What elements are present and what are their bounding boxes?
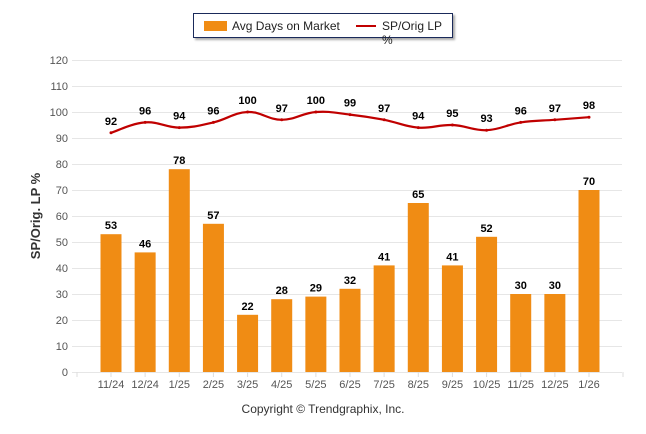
line-data-label: 94 bbox=[173, 111, 186, 123]
y-tick-label: 20 bbox=[56, 315, 68, 327]
bar bbox=[134, 252, 156, 372]
line-point bbox=[485, 128, 489, 132]
y-tick-label: 80 bbox=[56, 159, 68, 171]
line-point bbox=[109, 131, 113, 135]
x-tick-label: 10/25 bbox=[473, 379, 501, 391]
bar bbox=[407, 203, 429, 372]
line-point bbox=[450, 123, 454, 127]
legend-bar-swatch bbox=[204, 21, 227, 31]
copyright: Copyright © Trendgraphix, Inc. bbox=[241, 402, 405, 416]
line-point bbox=[382, 118, 386, 122]
legend-line-swatch bbox=[356, 25, 376, 27]
y-tick-label: 90 bbox=[56, 133, 68, 145]
line-data-label: 100 bbox=[307, 95, 325, 107]
bar bbox=[202, 223, 224, 372]
y-tick-label: 50 bbox=[56, 237, 68, 249]
line-data-label: 97 bbox=[378, 103, 390, 115]
bar bbox=[578, 190, 600, 372]
line-point bbox=[246, 110, 250, 114]
x-tick-label: 2/25 bbox=[203, 379, 224, 391]
bar-data-label: 41 bbox=[446, 251, 458, 263]
y-tick-label: 100 bbox=[50, 107, 68, 119]
x-tick-label: 12/24 bbox=[131, 379, 159, 391]
bar-data-label: 32 bbox=[344, 275, 356, 287]
bar bbox=[271, 299, 293, 372]
x-tick-label: 7/25 bbox=[373, 379, 394, 391]
bar-data-label: 22 bbox=[241, 301, 253, 313]
bar bbox=[476, 236, 498, 372]
y-axis-label: SP/Orig. LP % bbox=[28, 172, 43, 259]
x-tick-label: 5/25 bbox=[305, 379, 326, 391]
legend-bar-label: Avg Days on Market bbox=[232, 19, 340, 33]
bar-data-label: 30 bbox=[515, 280, 527, 292]
x-tick-label: 11/24 bbox=[98, 379, 125, 391]
line-data-label: 100 bbox=[238, 95, 256, 107]
bar bbox=[168, 169, 190, 372]
line-point bbox=[211, 120, 215, 124]
bar-data-label: 52 bbox=[480, 223, 492, 235]
line-point bbox=[280, 118, 284, 122]
line-data-label: 92 bbox=[105, 116, 117, 128]
line-point bbox=[348, 113, 352, 117]
bar bbox=[339, 288, 361, 372]
bar bbox=[441, 265, 463, 372]
x-tick-label: 11/25 bbox=[507, 379, 534, 391]
bar bbox=[510, 294, 532, 372]
bar-data-label: 46 bbox=[139, 238, 151, 250]
bar-data-label: 65 bbox=[412, 189, 424, 201]
legend: Avg Days on Market SP/Orig LP % bbox=[193, 13, 453, 47]
bar-data-label: 28 bbox=[276, 285, 288, 297]
line-point bbox=[553, 118, 557, 122]
bar-data-label: 30 bbox=[549, 280, 561, 292]
y-tick-label: 70 bbox=[56, 185, 68, 197]
line-point bbox=[416, 126, 420, 130]
y-tick-label: 120 bbox=[50, 55, 68, 67]
x-tick-label: 8/25 bbox=[408, 379, 429, 391]
x-tick-label: 12/25 bbox=[541, 379, 569, 391]
line-data-label: 96 bbox=[139, 105, 151, 117]
x-tick-label: 1/26 bbox=[578, 379, 599, 391]
bar bbox=[100, 234, 122, 372]
line-data-label: 98 bbox=[583, 100, 595, 112]
bar bbox=[237, 314, 259, 372]
x-tick-label: 1/25 bbox=[169, 379, 190, 391]
y-tick-label: 60 bbox=[56, 211, 68, 223]
bar bbox=[305, 296, 327, 372]
line-data-label: 96 bbox=[207, 105, 219, 117]
x-tick-label: 6/25 bbox=[339, 379, 360, 391]
legend-line-label: SP/Orig LP % bbox=[382, 19, 442, 47]
bar bbox=[373, 265, 395, 372]
y-tick-label: 10 bbox=[56, 341, 68, 353]
y-tick-label: 0 bbox=[62, 367, 68, 379]
line-point bbox=[587, 115, 591, 119]
line-point bbox=[314, 110, 318, 114]
line-point bbox=[143, 120, 147, 124]
bar-data-label: 78 bbox=[173, 155, 185, 167]
y-tick-label: 30 bbox=[56, 289, 68, 301]
line-point bbox=[519, 120, 523, 124]
bar-data-label: 70 bbox=[583, 176, 595, 188]
y-tick-label: 110 bbox=[50, 81, 68, 93]
line-data-label: 96 bbox=[515, 105, 527, 117]
bar-data-label: 53 bbox=[105, 220, 117, 232]
x-tick-label: 3/25 bbox=[237, 379, 258, 391]
line-point bbox=[177, 126, 181, 130]
bar-data-label: 29 bbox=[310, 283, 322, 295]
line-data-label: 93 bbox=[480, 113, 492, 125]
line-data-label: 97 bbox=[276, 103, 288, 115]
bar bbox=[544, 294, 566, 372]
line-data-label: 95 bbox=[446, 108, 458, 120]
line-data-label: 97 bbox=[549, 103, 561, 115]
x-tick-label: 9/25 bbox=[442, 379, 463, 391]
bar-data-label: 57 bbox=[207, 210, 219, 222]
line-data-label: 99 bbox=[344, 98, 356, 110]
x-tick-label: 4/25 bbox=[271, 379, 292, 391]
y-tick-label: 40 bbox=[56, 263, 68, 275]
line-data-label: 94 bbox=[412, 111, 425, 123]
bar-data-label: 41 bbox=[378, 251, 390, 263]
